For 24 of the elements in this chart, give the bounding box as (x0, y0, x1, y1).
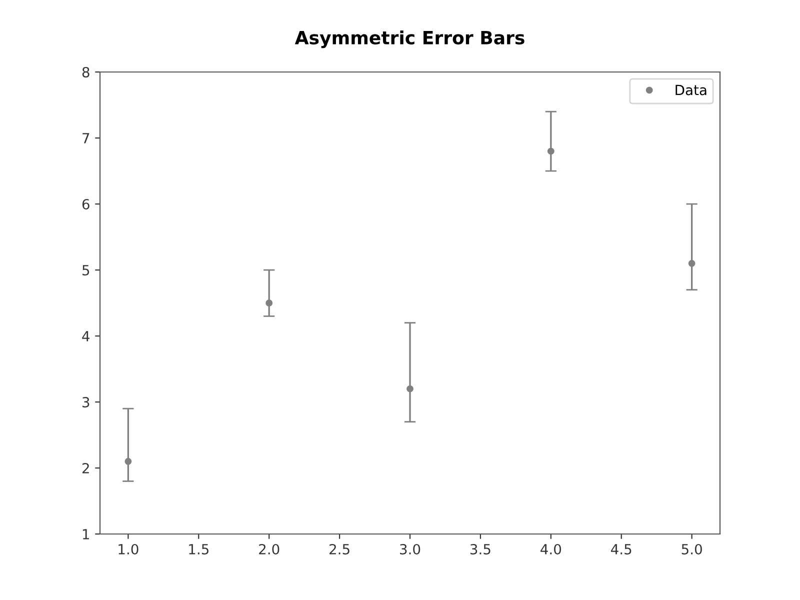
x-tick-label: 1.0 (118, 544, 138, 554)
point (124, 458, 132, 465)
x-tick-label: 4.0 (540, 544, 562, 554)
point (547, 148, 554, 155)
legend-label: Data (676, 84, 706, 96)
y-tick-label: 4 (82, 331, 90, 342)
x-tick-label: 1.5 (189, 544, 208, 554)
y-tick-label: 2 (82, 462, 89, 474)
y-tick-label: 5 (82, 265, 90, 276)
chart-title: Asymmetric Error Bars (294, 30, 524, 48)
point (266, 300, 273, 306)
x-tick-label: 2.5 (330, 544, 350, 554)
point (406, 385, 414, 392)
x-tick-label: 3.0 (400, 544, 420, 554)
y-tick-label: 7 (82, 133, 90, 144)
x-tick-label: 2.0 (259, 544, 280, 554)
y-tick-label: 3 (82, 396, 90, 408)
y-tick-label: 6 (82, 198, 90, 210)
point (688, 260, 696, 267)
x-tick-label: 3.5 (470, 544, 490, 554)
x-tick-label: 4.5 (611, 544, 632, 554)
x-tick-label: 5.0 (682, 544, 702, 554)
y-tick-label: 1 (82, 529, 89, 540)
y-tick-label: 8 (82, 66, 90, 78)
